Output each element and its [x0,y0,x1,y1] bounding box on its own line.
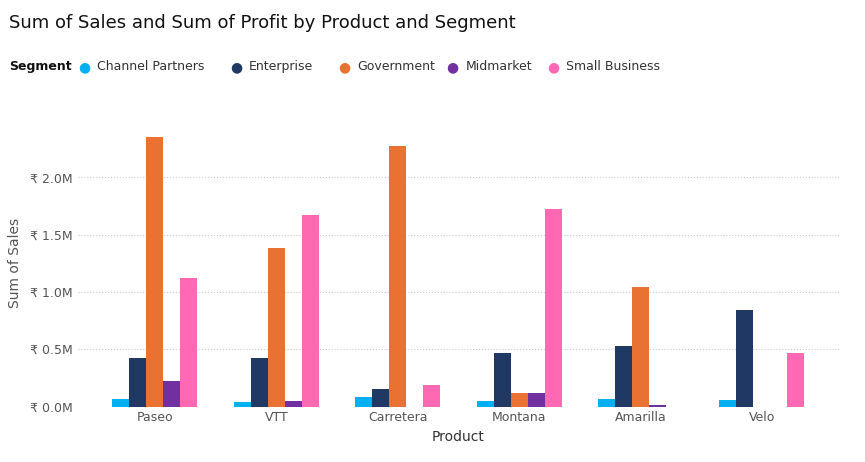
Text: ●: ● [548,60,560,74]
Bar [268,249,285,407]
Bar [285,401,302,407]
Bar [528,393,545,407]
Text: Government: Government [357,61,435,73]
Bar [302,215,319,407]
Bar [615,346,632,407]
Text: Midmarket: Midmarket [465,61,532,73]
Bar [389,146,407,407]
Bar [146,137,163,407]
Text: Enterprise: Enterprise [249,61,313,73]
Bar [251,359,268,407]
Bar [234,402,251,407]
Bar [736,310,753,407]
Text: Small Business: Small Business [567,61,660,73]
Bar [130,359,146,407]
Bar [494,353,510,407]
X-axis label: Product: Product [432,430,485,444]
Bar [181,278,197,407]
Bar [163,381,181,407]
Y-axis label: Sum of Sales: Sum of Sales [8,218,22,309]
Text: ●: ● [338,60,350,74]
Bar [787,353,804,407]
Bar [423,385,440,407]
Bar [356,397,372,407]
Bar [510,393,528,407]
Text: ●: ● [446,60,458,74]
Text: Segment: Segment [9,61,71,73]
Bar [372,389,389,407]
Bar [477,401,494,407]
Text: ●: ● [230,60,242,74]
Bar [649,406,666,407]
Text: Sum of Sales and Sum of Profit by Product and Segment: Sum of Sales and Sum of Profit by Produc… [9,14,516,32]
Bar [598,399,615,407]
Bar [720,400,736,407]
Bar [112,399,130,407]
Text: ●: ● [78,60,90,74]
Bar [545,209,561,407]
Text: Channel Partners: Channel Partners [97,61,204,73]
Bar [632,287,649,407]
